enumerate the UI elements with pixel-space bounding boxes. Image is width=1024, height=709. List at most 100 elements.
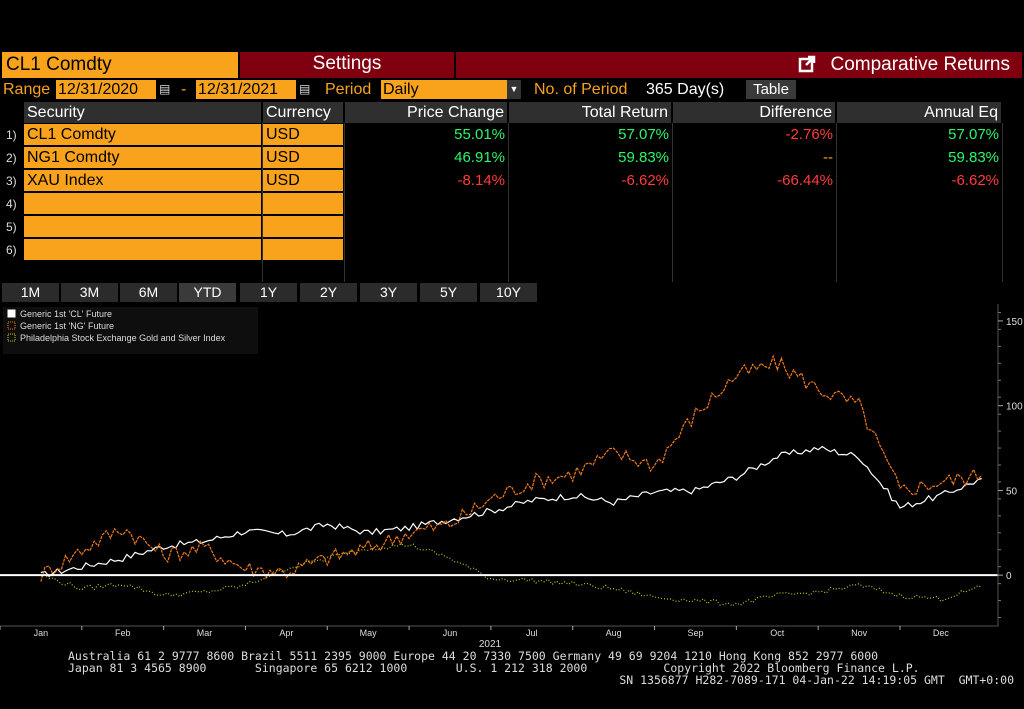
y-axis: 0 50 100 150 bbox=[998, 311, 1023, 619]
column-divider bbox=[1002, 123, 1003, 282]
x-axis: Jan Feb Mar Apr May Jun Jul Aug Sep Oct Nov Dec bbox=[0, 626, 949, 638]
period-button-3y[interactable]: 3Y bbox=[360, 283, 417, 302]
period-button-1y[interactable]: 1Y bbox=[240, 283, 297, 302]
table-button[interactable]: Table bbox=[746, 80, 796, 99]
range-row: Range 12/31/2020 ▤ - 12/31/2021 ▤ Period… bbox=[0, 80, 1024, 100]
x-tick-label: Sep bbox=[687, 628, 703, 638]
period-button-5y[interactable]: 5Y bbox=[420, 283, 477, 302]
row-number: 3) bbox=[6, 174, 17, 188]
pop-out-icon[interactable] bbox=[798, 52, 816, 76]
returns-table: Security Currency Price Change Total Ret… bbox=[0, 102, 1024, 282]
currency-cell[interactable] bbox=[263, 216, 343, 237]
end-date-field[interactable]: 12/31/2021 bbox=[196, 80, 296, 99]
footer: Australia 61 2 9777 8600 Brazil 5511 239… bbox=[0, 650, 1024, 709]
price-change-value: 55.01% bbox=[454, 126, 505, 143]
period-label: Period bbox=[325, 81, 372, 98]
legend-label: Generic 1st 'CL' Future bbox=[20, 309, 112, 319]
currency-cell[interactable] bbox=[263, 239, 343, 260]
period-button-ytd[interactable]: YTD bbox=[179, 283, 236, 302]
calendar-icon[interactable]: ▤ bbox=[159, 82, 171, 96]
column-divider bbox=[262, 123, 263, 282]
security-cell[interactable] bbox=[24, 239, 261, 260]
row-number: 4) bbox=[6, 197, 17, 211]
header-price-change[interactable]: Price Change bbox=[345, 102, 507, 123]
header-difference[interactable]: Difference bbox=[673, 102, 835, 123]
price-change-value: 46.91% bbox=[454, 149, 505, 166]
x-tick-label: Jun bbox=[443, 628, 458, 638]
footer-contacts-line2: Japan 81 3 4565 8900 Singapore 65 6212 1… bbox=[68, 661, 920, 675]
security-cell[interactable]: NG1 Comdty bbox=[24, 147, 261, 168]
legend-label: Philadelphia Stock Exchange Gold and Sil… bbox=[20, 333, 226, 343]
period-button-10y[interactable]: 10Y bbox=[480, 283, 537, 302]
legend-label: Generic 1st 'NG' Future bbox=[20, 321, 114, 331]
footer-serial-line: SN 1356877 H282-7089-171 04-Jan-22 14:19… bbox=[619, 673, 1014, 687]
start-date-field[interactable]: 12/31/2020 bbox=[56, 80, 156, 99]
row-number: 5) bbox=[6, 220, 17, 234]
column-divider bbox=[672, 123, 673, 282]
annual-eq-value: 57.07% bbox=[948, 126, 999, 143]
row-number: 1) bbox=[6, 128, 17, 142]
legend-swatch bbox=[7, 333, 16, 342]
header-currency[interactable]: Currency bbox=[263, 102, 343, 123]
y-tick-label: 0 bbox=[1006, 571, 1012, 582]
period-value: Daily bbox=[383, 81, 419, 98]
price-change-value: -8.14% bbox=[457, 172, 505, 189]
x-tick-label: Jul bbox=[526, 628, 538, 638]
x-tick-label: Aug bbox=[606, 628, 622, 638]
chevron-down-icon: ▼ bbox=[507, 80, 521, 99]
period-button-3m[interactable]: 3M bbox=[61, 283, 118, 302]
period-dropdown[interactable]: Daily ▼ bbox=[381, 80, 521, 99]
comparative-returns-chart[interactable]: 0 50 100 150 Jan Feb Mar Apr May Jun Jul Aug Sep Oct… bbox=[0, 304, 1024, 656]
annual-eq-value: -6.62% bbox=[951, 172, 999, 189]
settings-button[interactable]: Settings bbox=[240, 52, 454, 78]
range-dash: - bbox=[181, 81, 187, 98]
security-cell[interactable]: CL1 Comdty bbox=[24, 124, 261, 145]
difference-value: -66.44% bbox=[777, 172, 833, 189]
chart-legend: Generic 1st 'CL' Future Generic 1st 'NG' … bbox=[3, 307, 258, 354]
annual-eq-value: 59.83% bbox=[948, 149, 999, 166]
y-tick-label: 50 bbox=[1006, 486, 1018, 497]
series-line bbox=[40, 445, 982, 578]
chart-background bbox=[0, 304, 1024, 656]
legend-background bbox=[3, 307, 258, 354]
calendar-icon[interactable]: ▤ bbox=[299, 82, 311, 96]
period-button-1m[interactable]: 1M bbox=[2, 283, 59, 302]
period-button-2y[interactable]: 2Y bbox=[300, 283, 357, 302]
y-tick-label: 150 bbox=[1006, 317, 1023, 328]
row-number: 6) bbox=[6, 243, 17, 257]
x-tick-label: Oct bbox=[770, 628, 785, 638]
security-ticker-field[interactable]: CL1 Comdty bbox=[2, 52, 238, 78]
period-button-bar: 1M 3M 6M YTD 1Y 2Y 3Y 5Y 10Y bbox=[0, 283, 1024, 303]
series-layer bbox=[40, 354, 983, 607]
total-return-value: 59.83% bbox=[618, 149, 669, 166]
header-total-return[interactable]: Total Return bbox=[509, 102, 671, 123]
num-period-label: No. of Period bbox=[534, 81, 628, 98]
column-divider bbox=[508, 123, 509, 282]
x-tick-label: Jan bbox=[34, 628, 49, 638]
x-tick-label: Dec bbox=[933, 628, 950, 638]
x-axis-year-label: 2021 bbox=[479, 639, 502, 650]
security-cell[interactable]: XAU Index bbox=[24, 170, 261, 191]
difference-value: -- bbox=[823, 149, 833, 166]
header-security[interactable]: Security bbox=[24, 102, 261, 123]
total-return-value: -6.62% bbox=[621, 172, 669, 189]
function-title-text: Comparative Returns bbox=[830, 54, 1010, 75]
legend-swatch bbox=[7, 309, 16, 318]
x-tick-label: May bbox=[360, 628, 378, 638]
header-annual-eq[interactable]: Annual Eq bbox=[837, 102, 1001, 123]
currency-cell[interactable] bbox=[263, 193, 343, 214]
range-label: Range bbox=[3, 81, 51, 98]
num-period-value: 365 Day(s) bbox=[646, 81, 725, 98]
currency-cell[interactable]: USD bbox=[263, 147, 343, 168]
row-number: 2) bbox=[6, 151, 17, 165]
currency-cell[interactable]: USD bbox=[263, 124, 343, 145]
column-divider bbox=[836, 123, 837, 282]
period-button-6m[interactable]: 6M bbox=[120, 283, 177, 302]
security-cell[interactable] bbox=[24, 216, 261, 237]
currency-cell[interactable]: USD bbox=[263, 170, 343, 191]
security-cell[interactable] bbox=[24, 193, 261, 214]
series-line bbox=[40, 542, 982, 607]
series-line bbox=[40, 354, 983, 582]
footer-contacts-line1: Australia 61 2 9777 8600 Brazil 5511 239… bbox=[68, 649, 879, 663]
x-tick-label: Feb bbox=[115, 628, 131, 638]
